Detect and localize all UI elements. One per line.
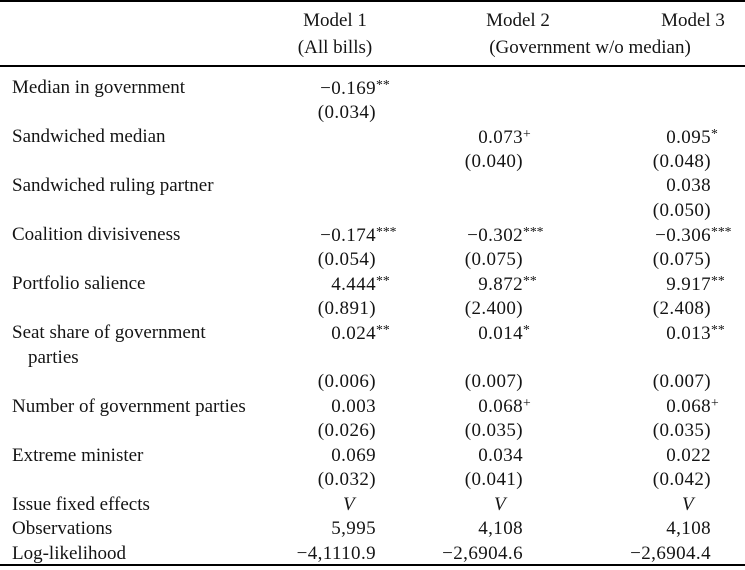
- standard-error-cell: (0.006): [317, 371, 376, 393]
- standard-error-cell: (0.007): [652, 371, 711, 393]
- standard-error-cell: (0.891): [317, 297, 376, 319]
- stat-label: Log-likelihood: [12, 542, 126, 564]
- table-row: (0.891) (2.400) (2.408): [0, 297, 745, 322]
- coefficient-cell: 0.003: [331, 395, 376, 417]
- standard-error-cell: (0.035): [464, 420, 523, 442]
- coefficient-cell: −0.174***: [320, 223, 397, 246]
- row-label: Extreme minister: [12, 444, 144, 466]
- standard-error-cell: (0.054): [317, 248, 376, 270]
- standard-error-cell: (0.075): [464, 248, 523, 270]
- table-header: Model 1 Model 2 Model 3 (All bills) (Gov…: [0, 2, 745, 65]
- row-label: Sandwiched ruling partner: [12, 175, 214, 197]
- table-row: Median in government −0.169**: [0, 76, 745, 101]
- coefficient-cell: −0.169**: [320, 76, 390, 99]
- standard-error-cell: (0.034): [317, 101, 376, 123]
- coefficient-cell: −0.306***: [655, 223, 732, 246]
- stat-value-cell: V: [493, 493, 506, 515]
- stat-value-cell: 5,995: [331, 518, 376, 540]
- table-row: Sandwiched ruling partner 0.038: [0, 174, 745, 199]
- table-row: parties: [0, 346, 745, 371]
- table-row: Log-likelihood −4,1110.9 −2,6904.6 −2,6904.…: [0, 542, 745, 567]
- row-label: Sandwiched median: [12, 126, 166, 148]
- row-label: Portfolio salience: [12, 273, 146, 295]
- coefficient-cell: 0.014*: [478, 321, 530, 344]
- table-row: (0.026) (0.035) (0.035): [0, 419, 745, 444]
- coefficient-cell: 0.068+: [666, 395, 719, 418]
- table-bottom-rule: [0, 564, 745, 566]
- coefficient-cell: 9.917**: [666, 272, 725, 295]
- table-row: Observations 5,995 4,108 4,108: [0, 517, 745, 542]
- standard-error-cell: (0.026): [317, 420, 376, 442]
- table-row: Extreme minister 0.069 0.034 0.022: [0, 444, 745, 469]
- table-row: (0.032) (0.041) (0.042): [0, 468, 745, 493]
- table-top-rule: [0, 0, 745, 2]
- coefficient-cell: 0.013**: [666, 321, 725, 344]
- standard-error-cell: (0.042): [652, 469, 711, 491]
- standard-error-cell: (0.040): [464, 150, 523, 172]
- standard-error-cell: (0.032): [317, 469, 376, 491]
- table-row: Sandwiched median 0.073+ 0.095*: [0, 125, 745, 150]
- column-header-model3: Model 3: [661, 10, 725, 31]
- table-row: (0.040) (0.048): [0, 150, 745, 175]
- coefficient-cell: 0.068+: [478, 395, 531, 418]
- table-row: Number of government parties 0.003 0.068+ 0…: [0, 395, 745, 420]
- stat-value-cell: 4,108: [666, 518, 711, 540]
- stat-value-cell: V: [342, 493, 355, 515]
- table-header-rule: [0, 65, 745, 67]
- column-header-model2: Model 2: [486, 10, 550, 31]
- row-label: Coalition divisiveness: [12, 224, 181, 246]
- row-label-continuation: parties: [28, 346, 79, 368]
- stat-value-cell: V: [681, 493, 694, 515]
- table-row: (0.034): [0, 101, 745, 126]
- stat-label: Observations: [12, 518, 113, 540]
- coefficient-cell: 0.024**: [331, 321, 390, 344]
- coefficient-cell: 0.069: [331, 444, 376, 466]
- standard-error-cell: (0.041): [464, 469, 523, 491]
- table-row: (0.006) (0.007) (0.007): [0, 370, 745, 395]
- column-subheader-government-wo-median: (Government w/o median): [489, 37, 691, 58]
- standard-error-cell: (0.048): [652, 150, 711, 172]
- row-label: Median in government: [12, 77, 186, 99]
- standard-error-cell: (0.050): [652, 199, 711, 221]
- row-label: Number of government parties: [12, 395, 246, 417]
- column-subheader-all-bills: (All bills): [297, 37, 373, 58]
- coefficient-cell: 0.073+: [478, 125, 531, 148]
- coefficient-cell: 4.444**: [331, 272, 390, 295]
- coefficient-cell: −0.302***: [467, 223, 544, 246]
- coefficient-cell: 0.034: [478, 444, 523, 466]
- coefficient-cell: 0.022: [666, 444, 711, 466]
- standard-error-cell: (0.007): [464, 371, 523, 393]
- table-body: Median in government −0.169** (0.034) Sandw…: [0, 76, 745, 566]
- table-row: Coalition divisiveness −0.174*** −0.302***…: [0, 223, 745, 248]
- stat-value-cell: −4,1110.9: [296, 542, 376, 564]
- stat-value-cell: −2,6904.4: [630, 542, 711, 564]
- stat-label: Issue fixed effects: [12, 493, 150, 515]
- coefficient-cell: 9.872**: [478, 272, 537, 295]
- table-row: Seat share of government 0.024** 0.014* 0.0…: [0, 321, 745, 346]
- standard-error-cell: (0.075): [652, 248, 711, 270]
- coefficient-cell: 0.038: [666, 175, 711, 197]
- stat-value-cell: 4,108: [478, 518, 523, 540]
- table-row: Portfolio salience 4.444** 9.872** 9.917**: [0, 272, 745, 297]
- standard-error-cell: (2.400): [464, 297, 523, 319]
- standard-error-cell: (0.035): [652, 420, 711, 442]
- coefficient-cell: 0.095*: [666, 125, 718, 148]
- table-row: (0.054) (0.075) (0.075): [0, 248, 745, 273]
- stat-value-cell: −2,6904.6: [442, 542, 523, 564]
- table-row: Issue fixed effects V V V: [0, 493, 745, 518]
- column-header-model1: Model 1: [303, 10, 367, 31]
- standard-error-cell: (2.408): [652, 297, 711, 319]
- row-label: Seat share of government: [12, 322, 206, 344]
- table-row: (0.050): [0, 199, 745, 224]
